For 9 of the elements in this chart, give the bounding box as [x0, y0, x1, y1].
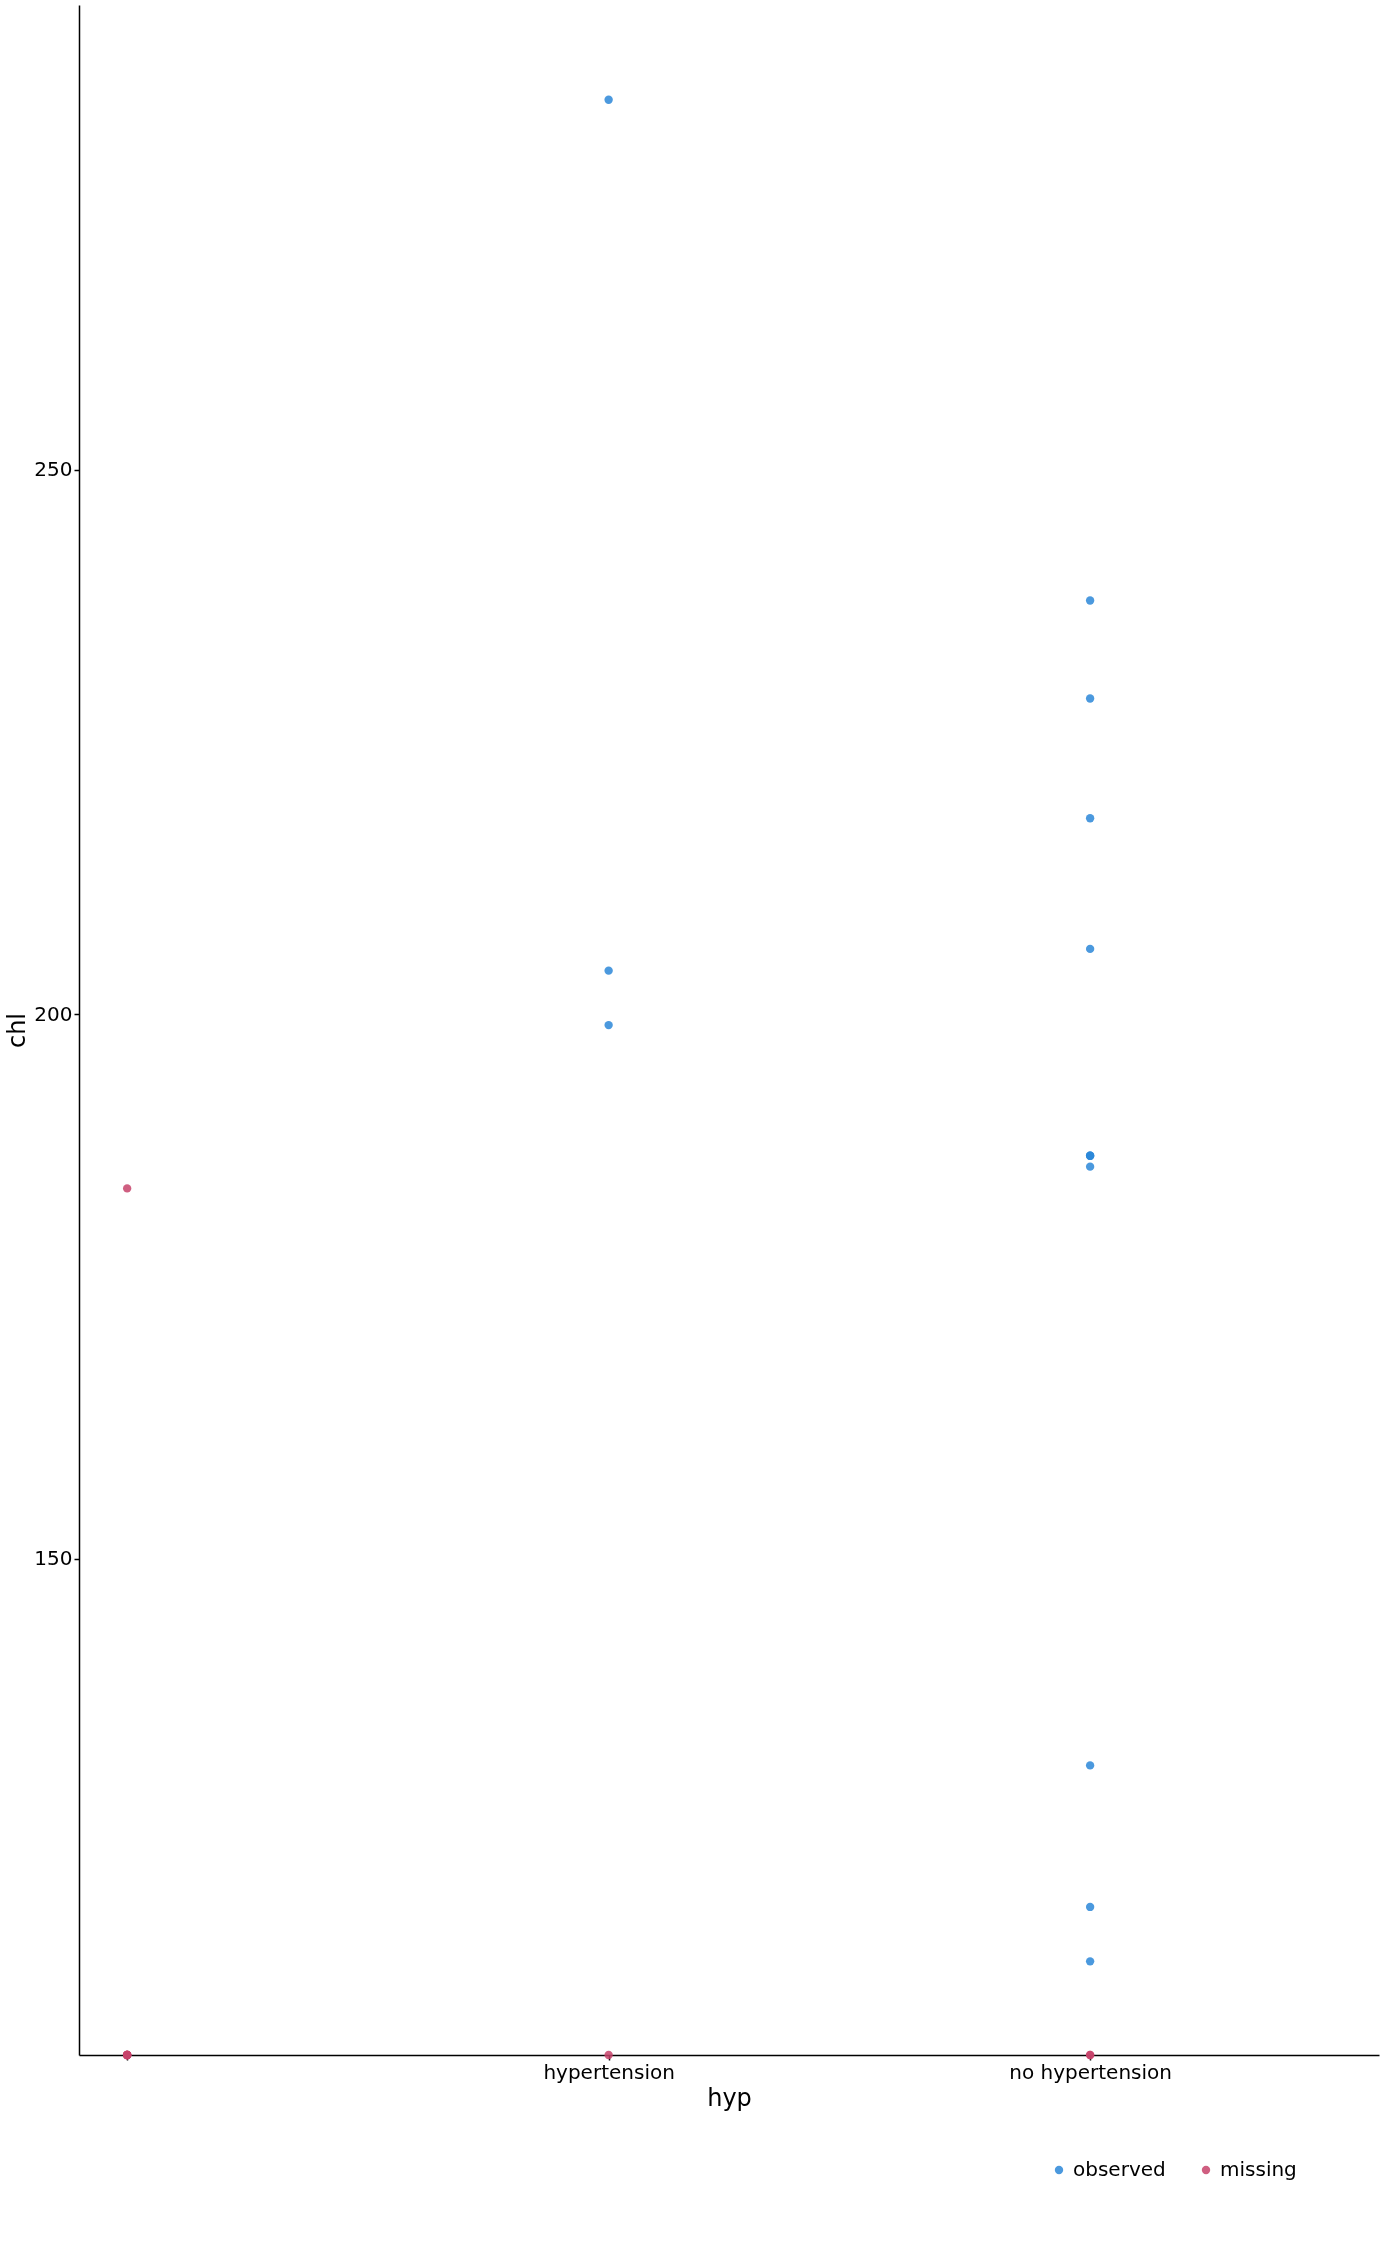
- x-tick-label: hypertension: [543, 2059, 675, 2084]
- y-axis-title: chl: [3, 1012, 32, 1049]
- x-axis-title: hyp: [707, 2083, 752, 2112]
- y-tick-label: 250: [34, 457, 73, 482]
- x-tick-label: no hypertension: [1009, 2059, 1172, 2084]
- legend-label: observed: [1073, 2157, 1166, 2181]
- legend-label: missing: [1220, 2157, 1297, 2181]
- y-tick-label: 200: [34, 1001, 73, 1026]
- y-tick-label: 150: [34, 1546, 73, 1571]
